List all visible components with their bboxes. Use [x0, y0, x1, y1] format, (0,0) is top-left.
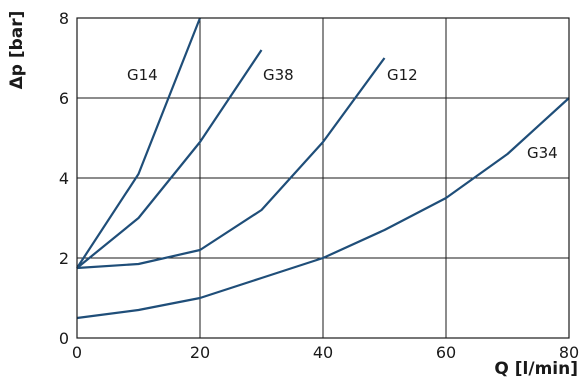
series-line-g34	[76, 97, 570, 320]
tick-labels: 0 20 40 60 80 0 2 4 6 8	[59, 9, 579, 362]
x-tick-label: 0	[72, 343, 82, 362]
x-tick-label: 80	[559, 343, 579, 362]
x-tick-label: 20	[190, 343, 210, 362]
plot-border	[76, 17, 570, 339]
grid	[77, 18, 569, 338]
series-label-g12: G12	[387, 66, 418, 84]
series-label-g14: G14	[127, 66, 158, 84]
x-axis-title: Q [l/min]	[494, 359, 578, 379]
plot-frame	[76, 17, 570, 339]
y-tick-label: 0	[59, 329, 69, 348]
x-tick-label: 60	[436, 343, 456, 362]
y-tick-label: 4	[59, 169, 69, 188]
y-tick-label: 6	[59, 89, 69, 108]
series-lines	[76, 17, 570, 320]
series-labels: G14 G38 G12 G34	[127, 66, 558, 162]
series-line-g14	[76, 17, 202, 269]
series-line-g12	[76, 57, 386, 270]
series-label-g38: G38	[263, 66, 294, 84]
x-tick-label: 40	[313, 343, 333, 362]
y-tick-label: 2	[59, 249, 69, 268]
series-label-g34: G34	[527, 144, 558, 162]
series-line-g38	[76, 49, 263, 269]
y-axis-title: Δp [bar]	[7, 11, 27, 90]
y-tick-label: 8	[59, 9, 69, 28]
